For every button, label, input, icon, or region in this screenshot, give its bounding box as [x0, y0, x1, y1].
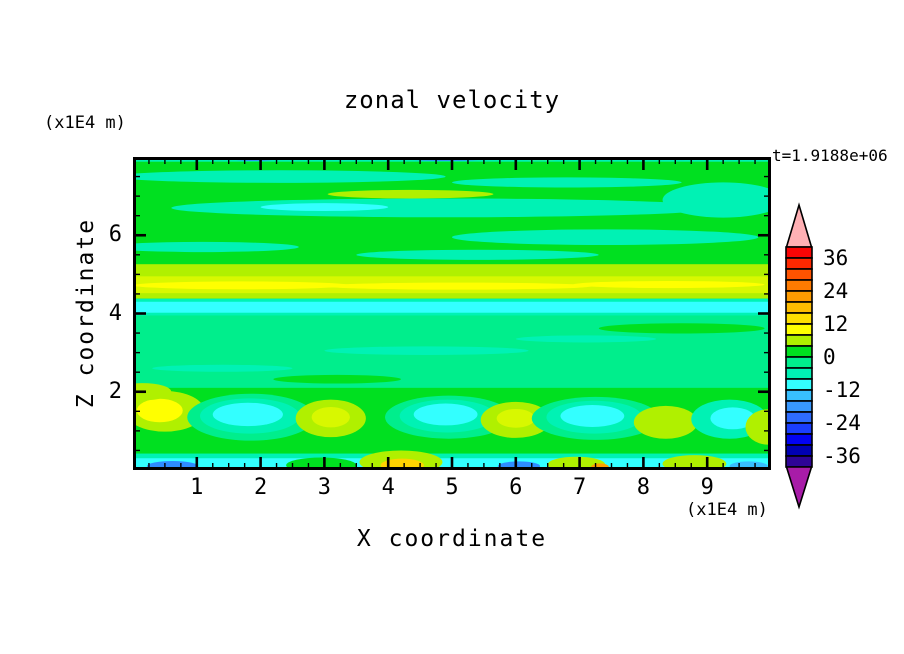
x-tick-label: 1 [190, 475, 204, 500]
x-tick-label: 7 [572, 475, 587, 500]
x-tick-label: 3 [317, 475, 332, 500]
colorbar-tick-label: -12 [823, 378, 861, 402]
colorbar-tick-label: 12 [823, 312, 849, 336]
colorbar-tick-label: 36 [823, 246, 849, 270]
contour-plot [133, 157, 771, 470]
y-tick-label: 4 [108, 300, 122, 326]
timestamp-label: t=1.9188e+06 [772, 146, 888, 165]
y-tick-label: 6 [108, 222, 122, 248]
colorbar-tick-label: 0 [823, 345, 836, 369]
colorbar [785, 202, 813, 510]
colorbar-tick-label: -24 [823, 411, 861, 435]
plot-title: zonal velocity [343, 86, 561, 114]
colorbar-tick-label: -36 [823, 444, 861, 468]
x-tick-label: 2 [253, 475, 268, 500]
y-axis-unit: (x1E4 m) [44, 113, 126, 133]
x-tick-label: 5 [445, 475, 459, 500]
x-tick-label: 4 [381, 475, 395, 500]
y-tick-label: 2 [108, 378, 122, 404]
x-tick-label: 9 [700, 475, 714, 500]
colorbar-tick-label: 24 [823, 279, 849, 303]
x-axis-label: X coordinate [356, 526, 548, 552]
x-tick-label: 6 [509, 475, 523, 500]
x-tick-label: 8 [636, 475, 651, 500]
x-axis-unit: (x1E4 m) [686, 500, 768, 520]
